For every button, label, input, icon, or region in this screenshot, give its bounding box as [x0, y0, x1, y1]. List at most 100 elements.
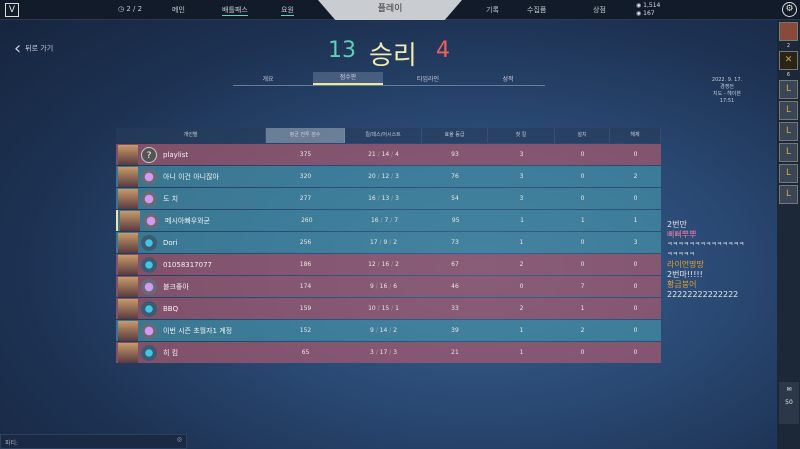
- table-row[interactable]: Dori 256 17 / 9 / 2 73 1 0 3: [116, 232, 661, 253]
- back-button[interactable]: ‹ 뒤로 가기: [14, 38, 53, 59]
- vp-value: 1,514: [643, 2, 661, 9]
- player-name[interactable]: BBQ: [163, 304, 179, 313]
- first-kills-value: 3: [519, 151, 524, 158]
- tab-performance[interactable]: 성적: [502, 76, 514, 83]
- agent-portrait: [120, 210, 140, 231]
- nav-collection[interactable]: 수집품: [527, 6, 547, 14]
- player-name[interactable]: 도 치: [163, 194, 179, 203]
- kda-value: 20 / 12 / 3: [368, 173, 399, 180]
- table-row[interactable]: BBQ 159 10 / 15 / 1 33 2 1 0: [116, 298, 661, 319]
- chat-toggle-icon[interactable]: ◎: [176, 436, 182, 443]
- header-player[interactable]: 개인별: [116, 128, 266, 143]
- league-icon[interactable]: L: [779, 80, 798, 99]
- header-efficiency[interactable]: 효율 등급: [422, 128, 488, 143]
- player-name[interactable]: 이번 시즌 초월자1 계정: [163, 326, 233, 335]
- header-first-kills[interactable]: 첫 킬: [488, 128, 555, 143]
- agent-portrait: [118, 298, 138, 319]
- nav-home[interactable]: 메인: [172, 6, 185, 14]
- play-button[interactable]: 플레이: [318, 0, 462, 20]
- table-row[interactable]: 도 치 277 16 / 13 / 3 54 3 0 0: [116, 188, 661, 209]
- first-kills-value: 1: [520, 217, 524, 224]
- player-cell: 도 치: [116, 188, 266, 209]
- deaths: 15: [381, 305, 390, 312]
- defuses-value: 2: [633, 173, 638, 180]
- nav-battlepass[interactable]: 배틀패스: [222, 6, 248, 16]
- chat-message: ㅋㅋㅋㅋㅋㅋㅋㅋㅋㅋㅋㅋㅋㅋ: [667, 241, 745, 248]
- deaths: 14: [379, 327, 388, 334]
- table-row[interactable]: 히 킴 65 3 / 17 / 3 21 1 0 0: [116, 342, 661, 363]
- defuses-value: 1: [633, 217, 638, 224]
- defuses-value: 0: [633, 151, 638, 158]
- kills: 16: [368, 195, 376, 202]
- player-name[interactable]: 히 킴: [163, 348, 179, 357]
- league-icon[interactable]: L: [779, 185, 798, 204]
- table-row[interactable]: ? playlist 375 21 / 14 / 4 93 3 0 0: [116, 144, 661, 165]
- league-icon[interactable]: L: [779, 101, 798, 120]
- group-count: 6: [786, 72, 791, 78]
- header-kda[interactable]: 킬/데스/어시스트: [345, 128, 422, 143]
- tab-timeline[interactable]: 타임라인: [416, 76, 440, 83]
- player-name[interactable]: 블크좋아: [163, 282, 189, 291]
- nav-store[interactable]: 상점: [593, 6, 606, 14]
- plants-value: 0: [580, 173, 585, 180]
- mail-button[interactable]: ✉ 50: [779, 382, 799, 424]
- friend-avatar[interactable]: [779, 22, 798, 41]
- party-chat-input[interactable]: 파티: ◎: [0, 434, 187, 449]
- assists: 2: [395, 261, 399, 268]
- table-row[interactable]: 01058317077 186 12 / 16 / 2 67 2 0 0: [116, 254, 661, 275]
- gear-icon[interactable]: ⚙: [782, 2, 797, 17]
- kills: 9: [369, 327, 374, 334]
- table-row[interactable]: 이번 시즌 초월자1 계정 152 9 / 14 / 2 39 1 2 0: [116, 320, 661, 341]
- ally-score: 13: [328, 38, 356, 63]
- defuses-value: 0: [633, 305, 638, 312]
- nav-career[interactable]: 기록: [486, 6, 499, 14]
- player-name[interactable]: 01058317077: [163, 260, 212, 269]
- header-plants[interactable]: 설치: [555, 128, 610, 143]
- kills: 17: [369, 239, 378, 246]
- match-info: 2022. 9. 17. 경쟁전 지도 - 헤이븐 17:51: [700, 77, 754, 105]
- kda-value: 9 / 14 / 2: [369, 327, 398, 334]
- plants-value: 1: [580, 217, 585, 224]
- efficiency-value: 21: [451, 349, 459, 356]
- chat-message: ㅋㅋㅋㅋㅋ: [667, 251, 695, 258]
- league-icon[interactable]: L: [779, 164, 798, 183]
- match-time: 17:51: [719, 98, 735, 104]
- player-name[interactable]: 메시아빠우와균: [165, 216, 211, 225]
- table-row[interactable]: 블크좋아 174 9 / 16 / 6 46 0 7 0: [116, 276, 661, 297]
- kills: 16: [370, 217, 379, 224]
- league-icon[interactable]: L: [779, 122, 798, 141]
- match-result: 승리: [369, 41, 417, 71]
- valorant-logo[interactable]: V: [5, 3, 19, 17]
- header-defuses[interactable]: 해체: [610, 128, 661, 143]
- tab-scoreboard[interactable]: 점수판: [313, 72, 383, 85]
- first-kills-value: 3: [519, 173, 524, 180]
- kills: 3: [369, 349, 374, 356]
- defuses-value: 0: [633, 261, 638, 268]
- acs-value: 186: [299, 261, 312, 268]
- player-cell: Dori: [116, 232, 266, 253]
- chat-message: 라이언땅땅: [667, 260, 704, 269]
- league-icon[interactable]: L: [779, 143, 798, 162]
- deaths: 16: [381, 261, 390, 268]
- efficiency-value: 33: [451, 305, 459, 312]
- player-name[interactable]: Dori: [163, 238, 178, 247]
- match-map: 지도 - 헤이븐: [713, 91, 741, 97]
- deaths: 12: [381, 173, 390, 180]
- agent-portrait: [118, 144, 138, 165]
- first-kills-value: 3: [519, 195, 524, 202]
- assists: 7: [394, 217, 399, 224]
- table-row[interactable]: 메시아빠우와균 260 16 / 7 / 7 95 1 1 1: [116, 210, 661, 231]
- header-acs[interactable]: 평균 전투 점수: [266, 128, 345, 143]
- player-name[interactable]: 아니 이건 아니잖아: [163, 172, 219, 181]
- friend-avatar[interactable]: ✕: [779, 51, 798, 70]
- rank-icon: [141, 300, 157, 317]
- rank-icon: [143, 212, 159, 229]
- efficiency-value: 95: [451, 217, 460, 224]
- nav-agents[interactable]: 요원: [281, 6, 294, 16]
- table-row[interactable]: 아니 이건 아니잖아 320 20 / 12 / 3 76 3 0 2: [116, 166, 661, 187]
- efficiency-value: 73: [451, 239, 459, 246]
- kda-value: 16 / 7 / 7: [370, 217, 399, 224]
- tab-summary[interactable]: 개요: [262, 76, 274, 83]
- plants-value: 0: [580, 261, 585, 268]
- player-name[interactable]: playlist: [163, 150, 189, 159]
